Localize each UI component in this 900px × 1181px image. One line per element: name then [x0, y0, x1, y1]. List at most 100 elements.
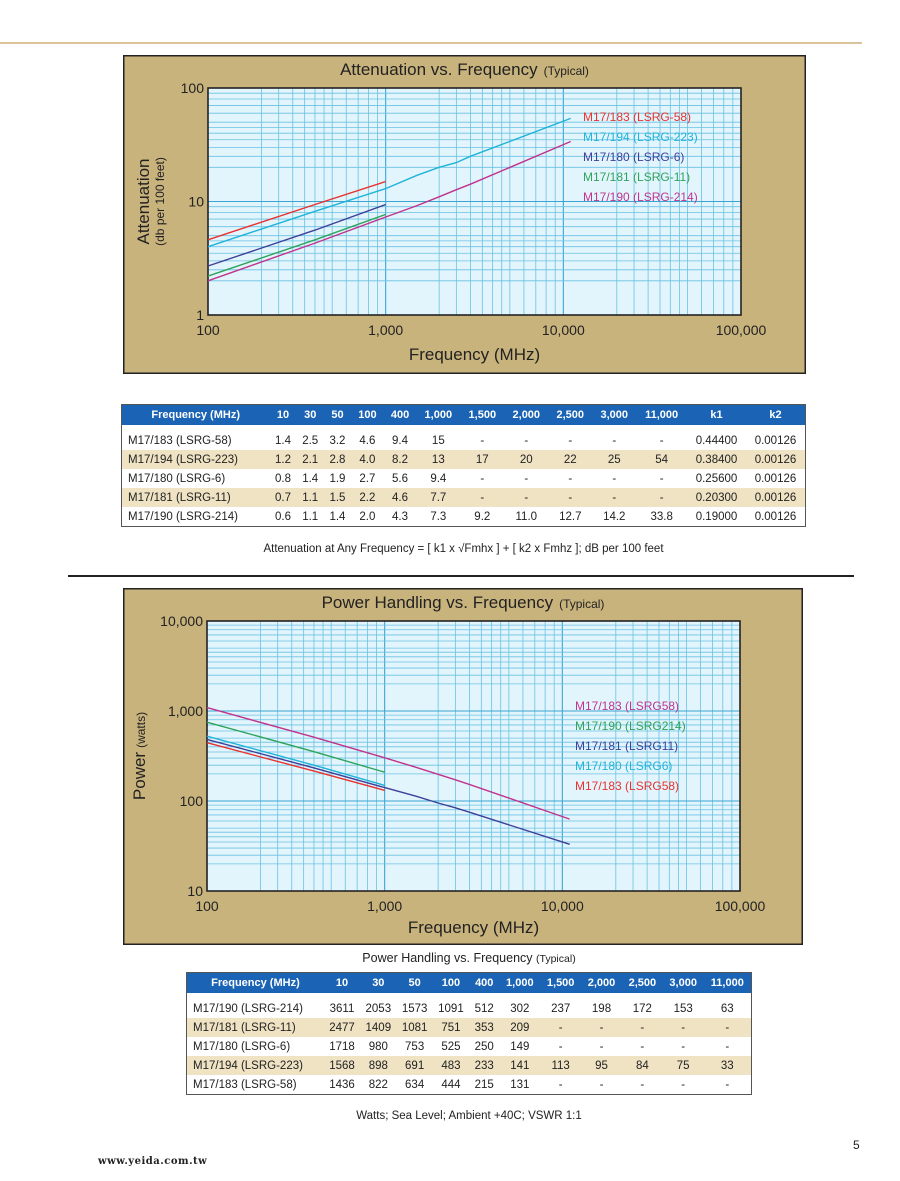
power-table-cell: 3611 — [329, 1002, 355, 1015]
power-table-header-cell: Frequency (MHz) — [186, 972, 324, 993]
power-table-cell: 237 — [551, 1002, 571, 1015]
attenuation-table-header-cell: 30 — [296, 404, 324, 425]
power-table-cell: 75 — [662, 1056, 704, 1075]
attenuation-table-header-cell: 1,000 — [416, 404, 461, 425]
power-table-cell: 113 — [540, 1056, 582, 1075]
attenuation-table-cell: 14.2 — [603, 510, 626, 523]
x-tick-label: 100 — [195, 898, 219, 914]
power-table-cell: 33 — [703, 1056, 752, 1075]
attenuation-table-header-cell: 2,000 — [504, 404, 549, 425]
attenuation-table-cell: 12.7 — [559, 510, 582, 523]
y-axis-label: Power (watts) — [130, 712, 149, 800]
attenuation-chart-svg: 100 1,000 10,000 100,000 1 10 100 Attenuation v… — [123, 55, 806, 374]
attenuation-table-cell: 0.00126 — [745, 488, 806, 507]
power-table-cell: 634 — [405, 1078, 425, 1091]
attenuation-table-cell: - — [612, 472, 617, 485]
attenuation-table-cell: 4.6 — [359, 434, 376, 447]
attenuation-table-cell: - — [592, 488, 637, 507]
power-table-cell: - — [725, 1040, 730, 1053]
attenuation-table-row-label: M17/183 (LSRG-58) — [128, 434, 232, 447]
power-table-cell: - — [703, 1018, 752, 1037]
chart-title-sub: (Typical) — [544, 64, 589, 78]
plot-border — [206, 620, 741, 892]
power-table-cell: - — [621, 1018, 663, 1037]
y-axis-label-sub: (watts) — [134, 712, 148, 748]
legend-entry: M17/181 (LSRG11) — [575, 739, 678, 753]
x-tick-label: 100,000 — [715, 898, 766, 914]
chart-title-main: Power Handling vs. Frequency — [322, 593, 554, 612]
power-table-cell: 751 — [432, 1018, 470, 1037]
power-table-caption: Power Handling vs. Frequency (Typical) — [186, 951, 752, 965]
x-tick-label: 1,000 — [368, 322, 403, 338]
power-table-cell: 1091 — [438, 1002, 464, 1015]
top-rule — [0, 42, 862, 44]
power-table-cell: 302 — [510, 1002, 530, 1015]
legend-entry: M17/190 (LSRG214) — [575, 719, 686, 733]
power-table-cell: 84 — [621, 1056, 663, 1075]
power-table-cell: 233 — [469, 1056, 500, 1075]
legend-entry: M17/183 (LSRG-58) — [583, 110, 691, 124]
chart-title: Attenuation vs. Frequency (Typical) — [340, 60, 589, 79]
attenuation-table-cell: 7.3 — [430, 510, 447, 523]
power-table-header-cell: 30 — [360, 972, 397, 993]
attenuation-table-cell: 0.00126 — [745, 450, 806, 469]
legend-entry: M17/190 (LSRG-214) — [583, 190, 698, 204]
attenuation-table-cell: 0.19000 — [695, 510, 738, 523]
legend-entry: M17/180 (LSRG6) — [575, 759, 672, 773]
attenuation-table-row-label: M17/190 (LSRG-214) — [128, 510, 238, 523]
attenuation-table-cell: 1.2 — [269, 450, 297, 469]
attenuation-table-header-cell: k1 — [687, 404, 746, 425]
legend-entry: M17/181 (LSRG-11) — [583, 170, 690, 184]
y-axis-label: Attenuation(db per 100 feet) — [134, 157, 167, 246]
power-table-cell: 1568 — [323, 1056, 361, 1075]
attenuation-table-header-cell: 1,500 — [460, 404, 505, 425]
legend-entry: M17/180 (LSRG-6) — [583, 150, 684, 164]
power-table-cell: 250 — [474, 1040, 494, 1053]
attenuation-table-cell: 0.00126 — [754, 434, 797, 447]
attenuation-table-cell: - — [480, 472, 485, 485]
power-table-header-cell: 400 — [469, 972, 500, 993]
power-table-caption-main: Power Handling vs. Frequency — [362, 951, 533, 965]
attenuation-table-cell: - — [659, 472, 664, 485]
power-table-cell: 822 — [368, 1078, 388, 1091]
y-tick-label: 10 — [188, 194, 204, 210]
power-table-cell: - — [558, 1040, 563, 1053]
attenuation-table-cell: 20 — [504, 450, 549, 469]
attenuation-table-cell: 17 — [460, 450, 505, 469]
power-table-cell: - — [558, 1078, 563, 1091]
series-line — [206, 721, 385, 773]
x-tick-label: 100 — [196, 322, 220, 338]
power-table-cell: 95 — [581, 1056, 622, 1075]
x-tick-label: 1,000 — [367, 898, 402, 914]
power-table-cell: 353 — [469, 1018, 500, 1037]
attenuation-table-header-cell: k2 — [745, 404, 806, 425]
power-table-cell: 2477 — [323, 1018, 361, 1037]
attenuation-table-row-label: M17/180 (LSRG-6) — [128, 472, 226, 485]
power-table-header: Frequency (MHz) 10 30 50 100 400 1,000 1,500 2,0… — [186, 972, 752, 993]
attenuation-table-cell: - — [524, 472, 529, 485]
series-line — [206, 706, 570, 820]
power-table-row: M17/183 (LSRG-58) 1436 822 634 444 215 131 - - - -… — [187, 1075, 752, 1095]
attenuation-table-cell: 3.2 — [329, 434, 346, 447]
attenuation-table-cell: 1.9 — [329, 472, 346, 485]
attenuation-table-cell: 1.4 — [302, 472, 319, 485]
page-number: 5 — [853, 1138, 860, 1152]
attenuation-table-header-cell: 100 — [351, 404, 384, 425]
power-table-row-label: M17/181 (LSRG-11) — [186, 1018, 324, 1037]
attenuation-table-cell: 0.44400 — [695, 434, 738, 447]
legend-entry: M17/183 (LSRG58) — [575, 699, 679, 713]
power-table-cell: - — [681, 1078, 686, 1091]
power-table-row-label: M17/183 (LSRG-58) — [193, 1078, 297, 1091]
power-table-cell: 444 — [441, 1078, 461, 1091]
attenuation-table-cell: 2.8 — [323, 450, 352, 469]
power-table-row: M17/181 (LSRG-11) 2477 1409 1081 751 353 209- -… — [186, 1018, 752, 1037]
attenuation-table-row-label: M17/181 (LSRG-11) — [121, 488, 270, 507]
power-table-cell: - — [681, 1040, 686, 1053]
y-axis-label-sub: (db per 100 feet) — [153, 157, 167, 246]
power-table-header-cell: 10 — [323, 972, 361, 993]
website-url: www.yeida.com.tw — [98, 1156, 208, 1167]
power-table-cell: 131 — [510, 1078, 530, 1091]
power-table-header-cell: 100 — [432, 972, 470, 993]
attenuation-table: Frequency (MHz) 10 30 50 100 400 1,000 1,500 2,0… — [121, 404, 806, 527]
attenuation-table-cell: 0.00126 — [754, 472, 797, 485]
